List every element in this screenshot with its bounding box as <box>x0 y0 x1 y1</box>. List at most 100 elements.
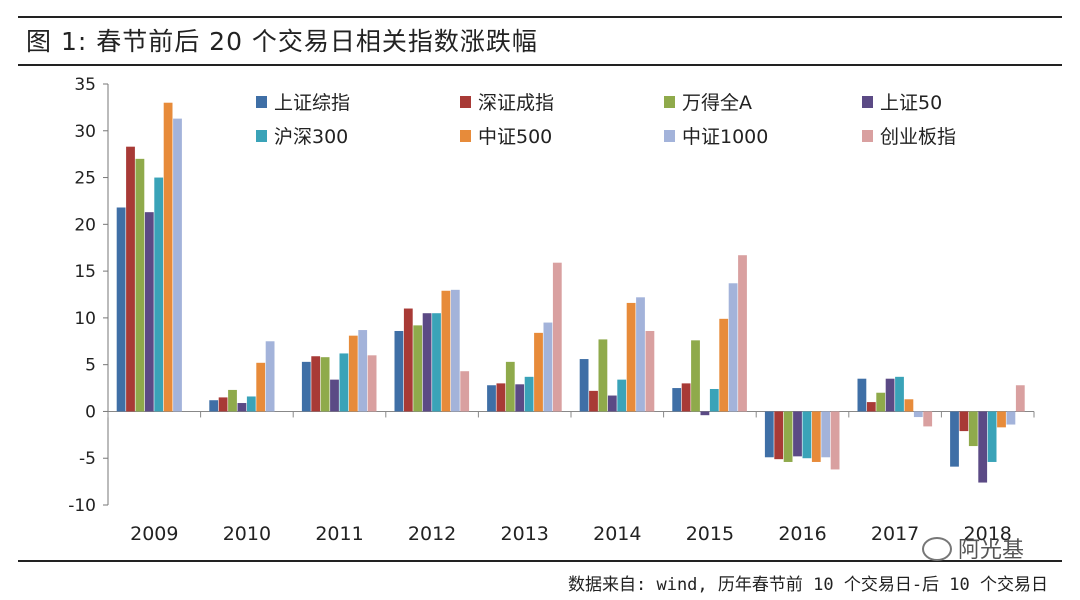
bar <box>700 411 710 416</box>
x-tick-label: 2012 <box>408 523 456 545</box>
bottom-rule <box>18 560 1062 562</box>
legend-label: 创业板指 <box>880 126 956 148</box>
bar <box>552 262 562 412</box>
bar <box>978 411 988 483</box>
bar <box>173 118 182 412</box>
legend-swatch <box>862 130 873 142</box>
bar <box>636 297 645 412</box>
bar <box>394 330 404 412</box>
x-tick-label: 2011 <box>315 523 363 545</box>
x-tick-label: 2010 <box>223 523 271 545</box>
bar <box>496 383 506 412</box>
x-tick-label: 2016 <box>778 523 826 545</box>
bar <box>607 395 617 412</box>
bar <box>301 361 311 412</box>
x-tick-label: 2017 <box>871 523 919 545</box>
legend-swatch <box>256 96 267 108</box>
legend-label: 深证成指 <box>478 92 554 114</box>
bar <box>904 399 914 412</box>
legend-swatch <box>460 96 471 108</box>
bar <box>626 302 636 412</box>
bar <box>617 379 627 412</box>
bar <box>1015 385 1025 412</box>
bar <box>441 290 451 412</box>
legend-swatch <box>256 130 267 142</box>
bar <box>672 388 682 412</box>
bar <box>348 335 358 412</box>
bar <box>403 308 413 412</box>
bar <box>237 403 247 412</box>
title-rule <box>18 64 1062 66</box>
bar <box>330 379 339 412</box>
y-tick-label: -5 <box>79 449 96 469</box>
legend-swatch <box>862 96 873 108</box>
bar <box>126 146 135 412</box>
bar <box>895 376 904 412</box>
bar <box>681 383 691 412</box>
legend-label: 中证500 <box>478 126 552 148</box>
y-tick-label: 15 <box>74 262 96 282</box>
y-tick-label: 5 <box>85 356 96 376</box>
bar <box>783 411 793 462</box>
watermark-text: 阿光基 <box>958 538 1025 563</box>
bar <box>997 411 1006 428</box>
bar <box>487 385 496 412</box>
bar <box>413 325 423 412</box>
bar <box>450 289 460 412</box>
bar <box>154 177 164 412</box>
bar <box>885 378 895 412</box>
bar <box>209 400 219 412</box>
bar <box>228 389 237 412</box>
y-tick-label: 0 <box>85 402 96 422</box>
legend-swatch <box>664 96 675 108</box>
legend-label: 沪深300 <box>274 126 348 148</box>
legend-label: 上证综指 <box>274 92 350 114</box>
x-tick-label: 2015 <box>686 523 734 545</box>
bar <box>913 411 923 418</box>
bar <box>793 411 802 457</box>
bar <box>579 359 589 412</box>
bar <box>515 384 525 412</box>
bar <box>320 357 330 412</box>
bar <box>422 313 432 412</box>
x-tick-label: 2013 <box>501 523 549 545</box>
x-tick-label: 2018 <box>964 523 1012 545</box>
bar <box>339 353 349 412</box>
y-tick-label: 25 <box>74 169 96 189</box>
legend-label: 万得全A <box>682 92 752 114</box>
legend-swatch <box>664 130 675 142</box>
legend-label: 中证1000 <box>682 126 768 148</box>
bar <box>460 371 470 412</box>
bar <box>1006 411 1016 425</box>
bar <box>830 411 840 470</box>
bar <box>135 158 145 412</box>
bar <box>524 376 534 412</box>
figure-title: 图 1: 春节前后 20 个交易日相关指数涨跌幅 <box>26 27 538 56</box>
bar <box>691 340 700 412</box>
bar <box>218 397 228 412</box>
bar <box>876 392 886 412</box>
bar <box>950 411 959 467</box>
watermark: 阿光基 <box>922 532 1024 564</box>
legend-swatch <box>460 130 471 142</box>
bar <box>163 102 173 412</box>
bar <box>543 322 553 412</box>
bar <box>738 255 747 412</box>
bar <box>505 361 515 412</box>
y-tick-label: -10 <box>68 496 96 516</box>
bar <box>774 411 784 460</box>
bar <box>116 207 126 412</box>
bar <box>265 341 275 412</box>
bar <box>764 411 774 458</box>
x-tick-label: 2009 <box>130 523 178 545</box>
bar <box>802 411 812 459</box>
source-note: 数据来自: wind, 历年春节前 10 个交易日-后 10 个交易日 <box>568 575 1048 595</box>
y-tick-label: 30 <box>74 122 96 142</box>
bar <box>709 388 719 412</box>
bar <box>246 396 256 412</box>
bar <box>367 355 377 412</box>
top-rule <box>18 16 1062 18</box>
bar <box>144 212 154 412</box>
bar <box>866 402 876 412</box>
bar <box>719 318 729 412</box>
